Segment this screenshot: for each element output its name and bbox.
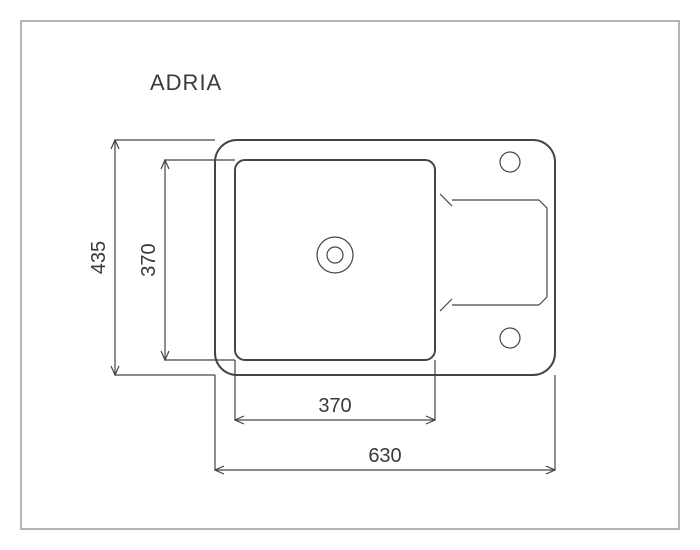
page-frame — [20, 20, 680, 530]
product-title: ADRIA — [150, 70, 222, 96]
